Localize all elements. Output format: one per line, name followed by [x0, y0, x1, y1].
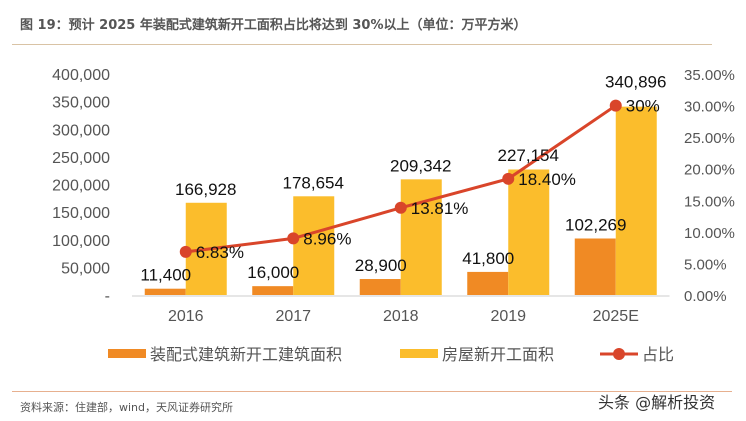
- x-tick-label: 2019: [490, 308, 526, 325]
- line-point: [287, 232, 300, 245]
- line-point: [502, 172, 515, 185]
- chart: - 50,000 100,000 150,000 200,000 250,000 300,0…: [52, 67, 735, 364]
- x-tick-label: 2018: [383, 308, 419, 325]
- x-tick-label: 2017: [275, 308, 311, 325]
- left-tick-label: -: [105, 288, 110, 305]
- right-tick-label: 5.00%: [684, 256, 727, 273]
- bar-prefab-area: [574, 238, 616, 295]
- bar-prefab-area: [467, 271, 509, 295]
- line-point: [609, 99, 622, 112]
- data-label-housing: 227,154: [498, 146, 559, 165]
- data-label-prefab: 11,400: [140, 266, 191, 285]
- left-tick-label: 400,000: [52, 67, 110, 84]
- data-label-housing: 340,896: [605, 73, 666, 92]
- line-point: [179, 245, 192, 258]
- bar-prefab-area: [359, 279, 401, 295]
- bar-housing-area: [508, 169, 550, 295]
- data-label-ratio: 18.40%: [518, 170, 576, 189]
- left-tick-label: 300,000: [52, 122, 110, 139]
- data-label-ratio: 8.96%: [303, 229, 351, 248]
- bar-housing-area: [293, 196, 335, 295]
- footer-divider: [12, 391, 732, 392]
- left-tick-label: 150,000: [52, 205, 110, 222]
- legend-swatch-housing: [400, 349, 438, 358]
- title-divider: [12, 44, 712, 45]
- legend-label-prefab: 装配式建筑新开工建筑面积: [150, 345, 342, 364]
- data-label-ratio: 13.81%: [411, 199, 469, 218]
- bar-prefab-area: [252, 286, 294, 295]
- right-tick-label: 0.00%: [684, 288, 727, 305]
- right-tick-label: 10.00%: [684, 225, 735, 242]
- left-tick-label: 100,000: [52, 233, 110, 250]
- right-tick-label: 35.00%: [684, 67, 735, 84]
- bar-housing-area: [400, 179, 442, 295]
- data-label-prefab: 16,000: [247, 263, 299, 282]
- left-tick-label: 250,000: [52, 150, 110, 167]
- bar-prefab-area: [144, 288, 186, 295]
- left-tick-label: 350,000: [52, 95, 110, 112]
- right-tick-label: 15.00%: [684, 193, 735, 210]
- data-label-prefab: 41,800: [462, 249, 514, 268]
- watermark: 头条 @解析投资: [598, 393, 716, 412]
- data-label-housing: 178,654: [283, 173, 344, 192]
- right-tick-label: 25.00%: [684, 130, 735, 147]
- legend-label-ratio: 占比: [642, 345, 674, 364]
- bar-housing-area: [615, 106, 657, 295]
- left-tick-label: 50,000: [61, 260, 110, 277]
- line-point: [394, 201, 407, 214]
- data-label-ratio: 30%: [626, 97, 660, 116]
- source-note: 资料来源：住建部，wind，天风证券研究所: [20, 401, 234, 414]
- chart-title: 图 19：预计 2025 年装配式建筑新开工面积占比将达到 30%以上（单位：万…: [20, 18, 527, 33]
- x-tick-label: 2016: [168, 308, 204, 325]
- right-tick-label: 20.00%: [684, 162, 735, 179]
- legend-label-housing: 房屋新开工面积: [442, 345, 554, 364]
- legend-swatch-prefab: [108, 349, 146, 358]
- data-label-prefab: 102,269: [565, 215, 626, 234]
- x-tick-label: 2025E: [593, 308, 639, 325]
- right-tick-label: 30.00%: [684, 99, 735, 116]
- data-label-housing: 209,342: [390, 156, 451, 175]
- legend-marker-ratio: [613, 348, 625, 360]
- data-label-ratio: 6.83%: [196, 243, 244, 262]
- data-label-housing: 166,928: [175, 180, 236, 199]
- data-label-prefab: 28,900: [355, 256, 407, 275]
- left-tick-label: 200,000: [52, 178, 110, 195]
